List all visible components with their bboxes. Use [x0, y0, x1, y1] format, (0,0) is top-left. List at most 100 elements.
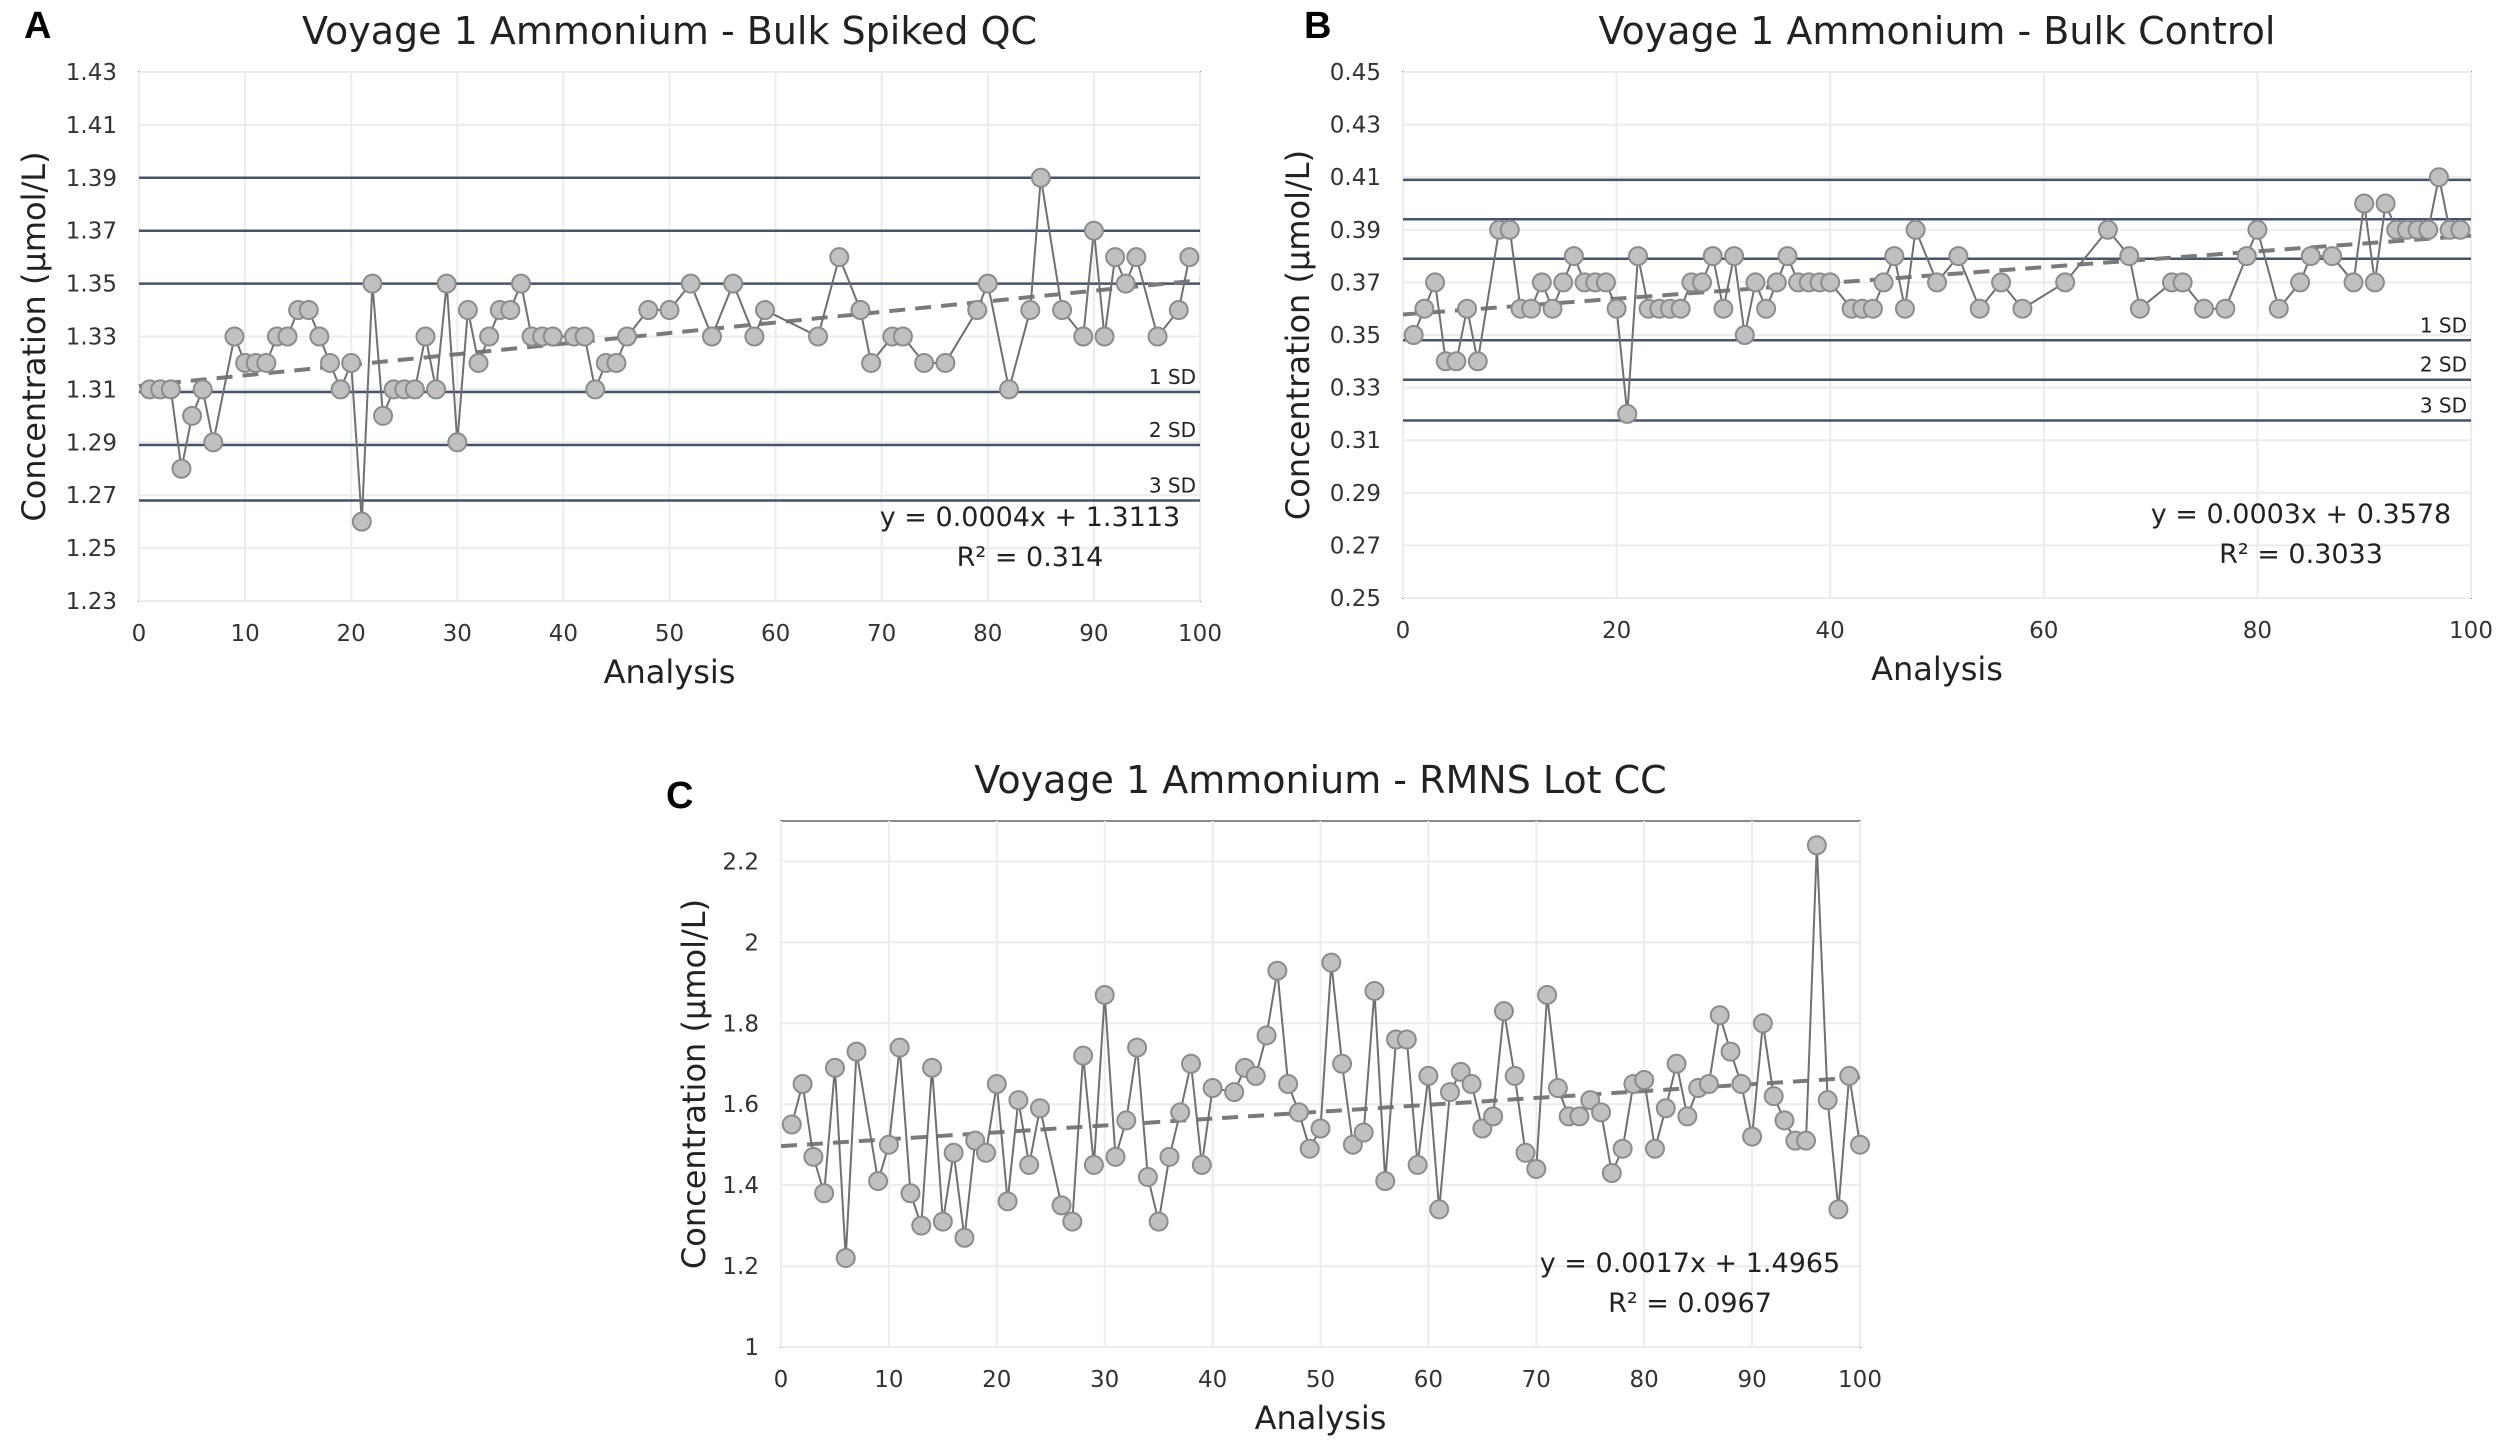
data-point — [1666, 1053, 1687, 1074]
data-point — [426, 379, 447, 400]
data-point — [1766, 272, 1787, 293]
chart-panel-c: 0 10 20 30 40 50 60 70 80 90 100 1 1.2 1.4 1.6 1.8 2 2.2 V… — [666, 758, 1882, 1437]
data-point — [171, 458, 192, 479]
data-point — [1191, 1154, 1212, 1175]
trend-equation: y = 0.0017x + 1.4965 — [1540, 1248, 1840, 1279]
data-point — [1457, 298, 1478, 319]
data-point — [846, 1041, 867, 1062]
data-point — [868, 1171, 889, 1192]
data-point — [436, 273, 457, 294]
x-tick-label: 30 — [1090, 1367, 1119, 1393]
panel-label: A — [24, 5, 51, 47]
data-point — [1553, 272, 1574, 293]
data-point — [1052, 300, 1073, 321]
data-point — [1414, 298, 1435, 319]
data-point — [1820, 272, 1841, 293]
data-point — [1612, 1138, 1633, 1159]
y-tick-label: 0.43 — [1330, 113, 1381, 139]
data-point — [2268, 298, 2289, 319]
x-tick-label: 40 — [1198, 1367, 1227, 1393]
x-tick-label: 30 — [443, 621, 472, 647]
data-point — [1073, 326, 1094, 347]
x-tick-label: 80 — [1630, 1367, 1659, 1393]
x-tick-label: 50 — [655, 621, 684, 647]
trend-r-squared: R² = 0.3033 — [2219, 539, 2383, 570]
data-point — [1806, 835, 1827, 856]
data-point — [967, 300, 988, 321]
y-axis-label: Concentration (µmol/L) — [1279, 150, 1317, 520]
data-point — [976, 1142, 997, 1163]
data-point — [2097, 219, 2118, 240]
data-point — [1020, 300, 1041, 321]
data-point — [638, 300, 659, 321]
data-point — [1181, 1053, 1202, 1074]
data-point — [1179, 247, 1200, 268]
chart-panel-a: 1 SD 2 SD 3 SD 0 10 20 30 40 50 60 70 80 90 100 1.23 1.… — [15, 5, 1222, 691]
data-point — [1396, 1029, 1417, 1050]
x-tick-label: 40 — [549, 621, 578, 647]
data-point — [1644, 1138, 1665, 1159]
data-point — [1224, 1082, 1245, 1103]
data-point — [1030, 167, 1051, 188]
x-tick-label: 0 — [1396, 618, 1411, 644]
data-point — [850, 300, 871, 321]
data-point — [2364, 272, 2385, 293]
data-point — [1202, 1078, 1223, 1099]
data-point — [606, 352, 627, 373]
data-point — [1677, 1106, 1698, 1127]
data-point — [1774, 1110, 1795, 1131]
data-point — [659, 300, 680, 321]
data-point — [1008, 1090, 1029, 1111]
data-point — [1446, 351, 1467, 372]
data-point — [277, 326, 298, 347]
data-point — [2322, 246, 2343, 267]
data-point — [1418, 1065, 1439, 1086]
x-axis-label: Analysis — [604, 653, 736, 691]
data-point — [1763, 1086, 1784, 1107]
x-tick-label: 100 — [1838, 1367, 1882, 1393]
data-point — [1170, 1102, 1191, 1123]
data-point — [1817, 1090, 1838, 1111]
y-tick-label: 2.2 — [722, 849, 759, 875]
x-tick-label: 0 — [132, 621, 147, 647]
x-tick-label: 80 — [2243, 618, 2272, 644]
data-point — [1148, 1211, 1169, 1232]
data-point — [319, 352, 340, 373]
data-point — [680, 273, 701, 294]
data-point — [1752, 1013, 1773, 1034]
y-tick-label: 2 — [744, 930, 759, 956]
data-point — [1894, 298, 1915, 319]
data-point — [1850, 1134, 1870, 1155]
data-point — [1461, 1074, 1482, 1094]
data-point — [814, 1183, 835, 1204]
y-tick-label: 0.39 — [1330, 218, 1381, 244]
data-point — [160, 379, 181, 400]
y-tick-label: 1.6 — [722, 1092, 759, 1118]
data-point — [922, 1057, 943, 1078]
data-point — [1720, 1041, 1741, 1062]
data-point — [1439, 1082, 1460, 1103]
y-axis-label: Concentration (µmol/L) — [15, 151, 53, 521]
data-point — [1425, 272, 1446, 293]
y-tick-label: 1.41 — [66, 113, 117, 139]
x-tick-label: 50 — [1306, 1367, 1335, 1393]
data-point — [900, 1183, 921, 1204]
data-point — [781, 1114, 802, 1135]
data-point — [1483, 1106, 1504, 1127]
data-point — [914, 352, 935, 373]
data-point — [1407, 1154, 1428, 1175]
data-point — [1126, 247, 1147, 268]
data-point — [1569, 1106, 1590, 1127]
data-point — [1094, 984, 1115, 1005]
x-tick-label: 20 — [337, 621, 366, 647]
data-point — [1591, 1102, 1612, 1123]
data-point — [362, 273, 383, 294]
data-point — [1168, 300, 1189, 321]
data-point — [2119, 246, 2140, 267]
y-tick-label: 0.27 — [1330, 533, 1381, 559]
data-point — [1147, 326, 1168, 347]
data-point — [1245, 1065, 1266, 1086]
y-tick-label: 1.8 — [722, 1011, 759, 1037]
chart-title: Voyage 1 Ammonium - Bulk Spiked QC — [302, 9, 1037, 53]
